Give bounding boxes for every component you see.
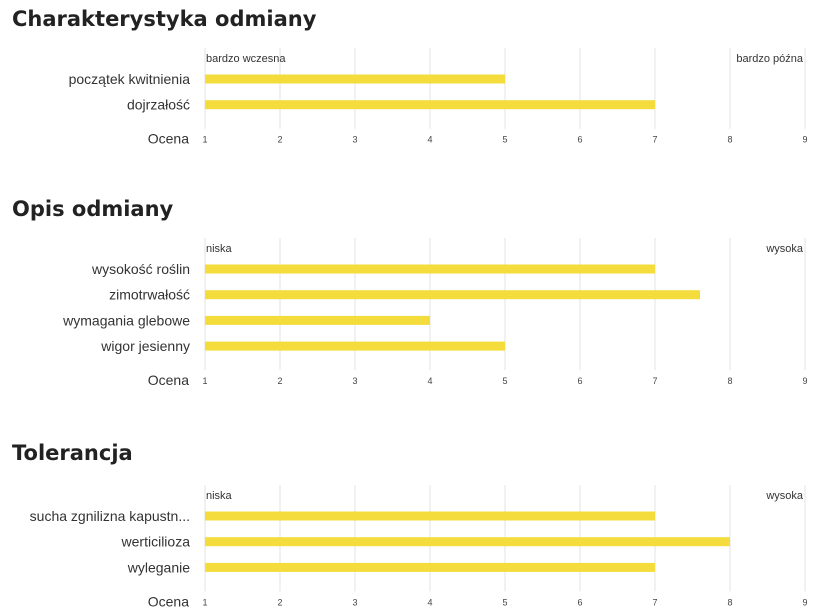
tick-label: 1 [202, 376, 207, 386]
category-label: wysokość roślin [91, 261, 190, 277]
section-title-charakterystyka: Charakterystyka odmiany [12, 7, 317, 31]
category-label: dojrzałość [127, 97, 190, 113]
tick-label: 8 [727, 135, 732, 145]
scale-low-label: niska [206, 243, 233, 255]
chart-tolerancja: niska wysoka sucha zgnilizna kapustn... wer… [30, 485, 808, 609]
tick-label: 6 [577, 597, 582, 607]
tick-label: 2 [277, 597, 282, 607]
scale-high-label: wysoka [765, 243, 804, 255]
category-label: wigor jesienny [100, 338, 190, 354]
tick-label: 6 [577, 376, 582, 386]
category-label: zimotrwałość [109, 287, 190, 303]
bar [205, 264, 655, 274]
tick-label: 4 [427, 376, 432, 386]
category-label: wyleganie [127, 559, 190, 575]
tick-label: 6 [577, 135, 582, 145]
bar [205, 290, 700, 300]
tick-label: 7 [652, 376, 657, 386]
tick-label: 7 [652, 597, 657, 607]
category-label: werticilioza [121, 534, 191, 550]
tick-label: 5 [502, 597, 507, 607]
tick-label: 9 [802, 376, 807, 386]
tick-label: 4 [427, 597, 432, 607]
scale-low-label: bardzo wczesna [206, 53, 286, 65]
tick-label: 9 [802, 597, 807, 607]
bar [205, 315, 430, 325]
bar [205, 100, 655, 110]
x-axis-label: Ocena [148, 372, 189, 388]
scale-high-label: bardzo późna [736, 53, 804, 65]
tick-label: 7 [652, 135, 657, 145]
tick-label: 9 [802, 135, 807, 145]
bar [205, 511, 655, 521]
tick-label: 3 [352, 597, 357, 607]
tick-label: 2 [277, 376, 282, 386]
scale-low-label: niska [206, 490, 233, 502]
tick-label: 8 [727, 376, 732, 386]
tick-label: 1 [202, 135, 207, 145]
bar [205, 562, 655, 572]
scale-high-label: wysoka [765, 490, 804, 502]
chart-charakterystyka: bardzo wczesna bardzo późna początek kwitn… [69, 48, 808, 147]
tick-label: 5 [502, 376, 507, 386]
tick-label: 5 [502, 135, 507, 145]
tick-label: 1 [202, 597, 207, 607]
tick-label: 3 [352, 135, 357, 145]
tick-label: 8 [727, 597, 732, 607]
chart-opis: niska wysoka wysokość roślin zimotrwałość wy… [62, 238, 808, 388]
category-label: sucha zgnilizna kapustn... [30, 508, 190, 524]
bar [205, 537, 730, 547]
x-axis-label: Ocena [148, 131, 189, 147]
section-title-tolerancja: Tolerancja [12, 441, 133, 465]
tick-label: 2 [277, 135, 282, 145]
bar [205, 74, 505, 84]
section-title-opis: Opis odmiany [12, 197, 174, 221]
category-label: początek kwitnienia [69, 71, 191, 87]
x-axis-label: Ocena [148, 593, 189, 609]
tick-label: 4 [427, 135, 432, 145]
tick-label: 3 [352, 376, 357, 386]
bar [205, 341, 505, 351]
category-label: wymagania glebowe [62, 312, 190, 328]
